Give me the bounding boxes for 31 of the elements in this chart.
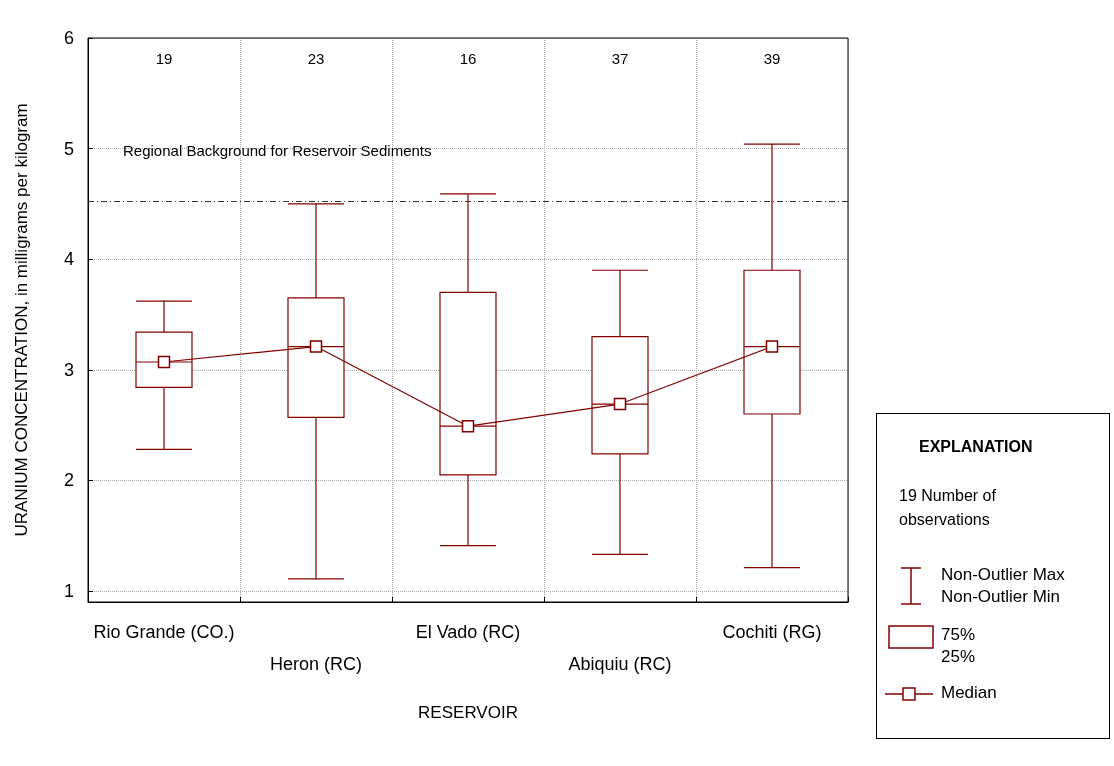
x-tick-label: Abiquiu (RC) [568, 654, 672, 674]
x-tick-label: Cochiti (RG) [722, 622, 822, 642]
text: Non-Outlier Max [941, 564, 1065, 586]
y-tick-label: 4 [63, 249, 74, 270]
x-tick-label: El Vado (RC) [415, 622, 521, 642]
y-tick-label: 2 [63, 470, 74, 491]
y-tick-label: 3 [63, 359, 74, 380]
annotation: 19 [155, 49, 173, 67]
text: 25% [941, 646, 976, 668]
point [309, 340, 323, 353]
legend-title: EXPLANATION [919, 438, 1033, 456]
annotation: 39 [763, 49, 781, 67]
annotation: 37 [611, 49, 629, 67]
text: 19 Number of observations [899, 486, 997, 530]
point [765, 340, 779, 353]
text: Non-Outlier Min [941, 586, 1062, 608]
x-tick-label: Heron (RC) [269, 654, 363, 674]
x-axis-title: RESERVOIR [418, 703, 518, 722]
legend-label: Median [941, 682, 997, 704]
y-axis-title: URANIUM CONCENTRATION, in milligrams per kilogram [12, 103, 31, 537]
annotation: 23 [307, 49, 325, 67]
y-tick-label: 6 [63, 28, 74, 48]
y-tick-label: 1 [63, 580, 74, 601]
point [461, 419, 475, 433]
annotation: 16 [459, 49, 477, 67]
text: 75% [941, 624, 976, 646]
point [613, 397, 627, 411]
point [157, 355, 171, 369]
y-tick-label: 5 [63, 138, 74, 159]
x-tick-label: Rio Grande (CO.) [93, 622, 235, 642]
ref-line-label: Regional Background for Reservoir Sediments [123, 141, 432, 159]
